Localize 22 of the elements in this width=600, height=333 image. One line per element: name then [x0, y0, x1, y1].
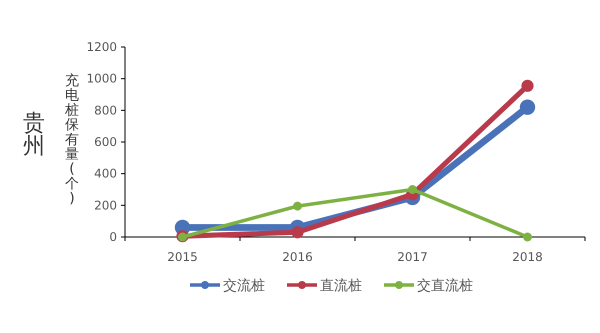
legend-label: 交流桩 — [223, 278, 265, 294]
x-tick-label: 2016 — [282, 250, 313, 264]
y-tick-label: 800 — [94, 103, 117, 118]
y-tick-label: 1200 — [86, 40, 117, 54]
text: 充电桩保有量(个) — [65, 73, 79, 207]
text: 贵州 — [23, 111, 45, 160]
y-tick-label: 400 — [94, 166, 117, 181]
point — [408, 185, 417, 194]
x-tick-label: 2017 — [397, 250, 428, 264]
y-tick-label: 200 — [94, 198, 117, 212]
y-tick-label: 0 — [109, 230, 117, 244]
point — [521, 80, 534, 92]
point — [293, 202, 302, 211]
x-tick-label: 2018 — [512, 250, 543, 264]
y-tick-label: 600 — [94, 135, 117, 149]
point — [520, 99, 536, 115]
point — [523, 232, 532, 242]
legend-label: 直流桩 — [320, 278, 362, 294]
legend-label: 交直流桩 — [417, 278, 473, 294]
x-tick-label: 2015 — [167, 250, 198, 264]
point — [291, 226, 304, 238]
y-tick-label: 1000 — [86, 72, 117, 86]
